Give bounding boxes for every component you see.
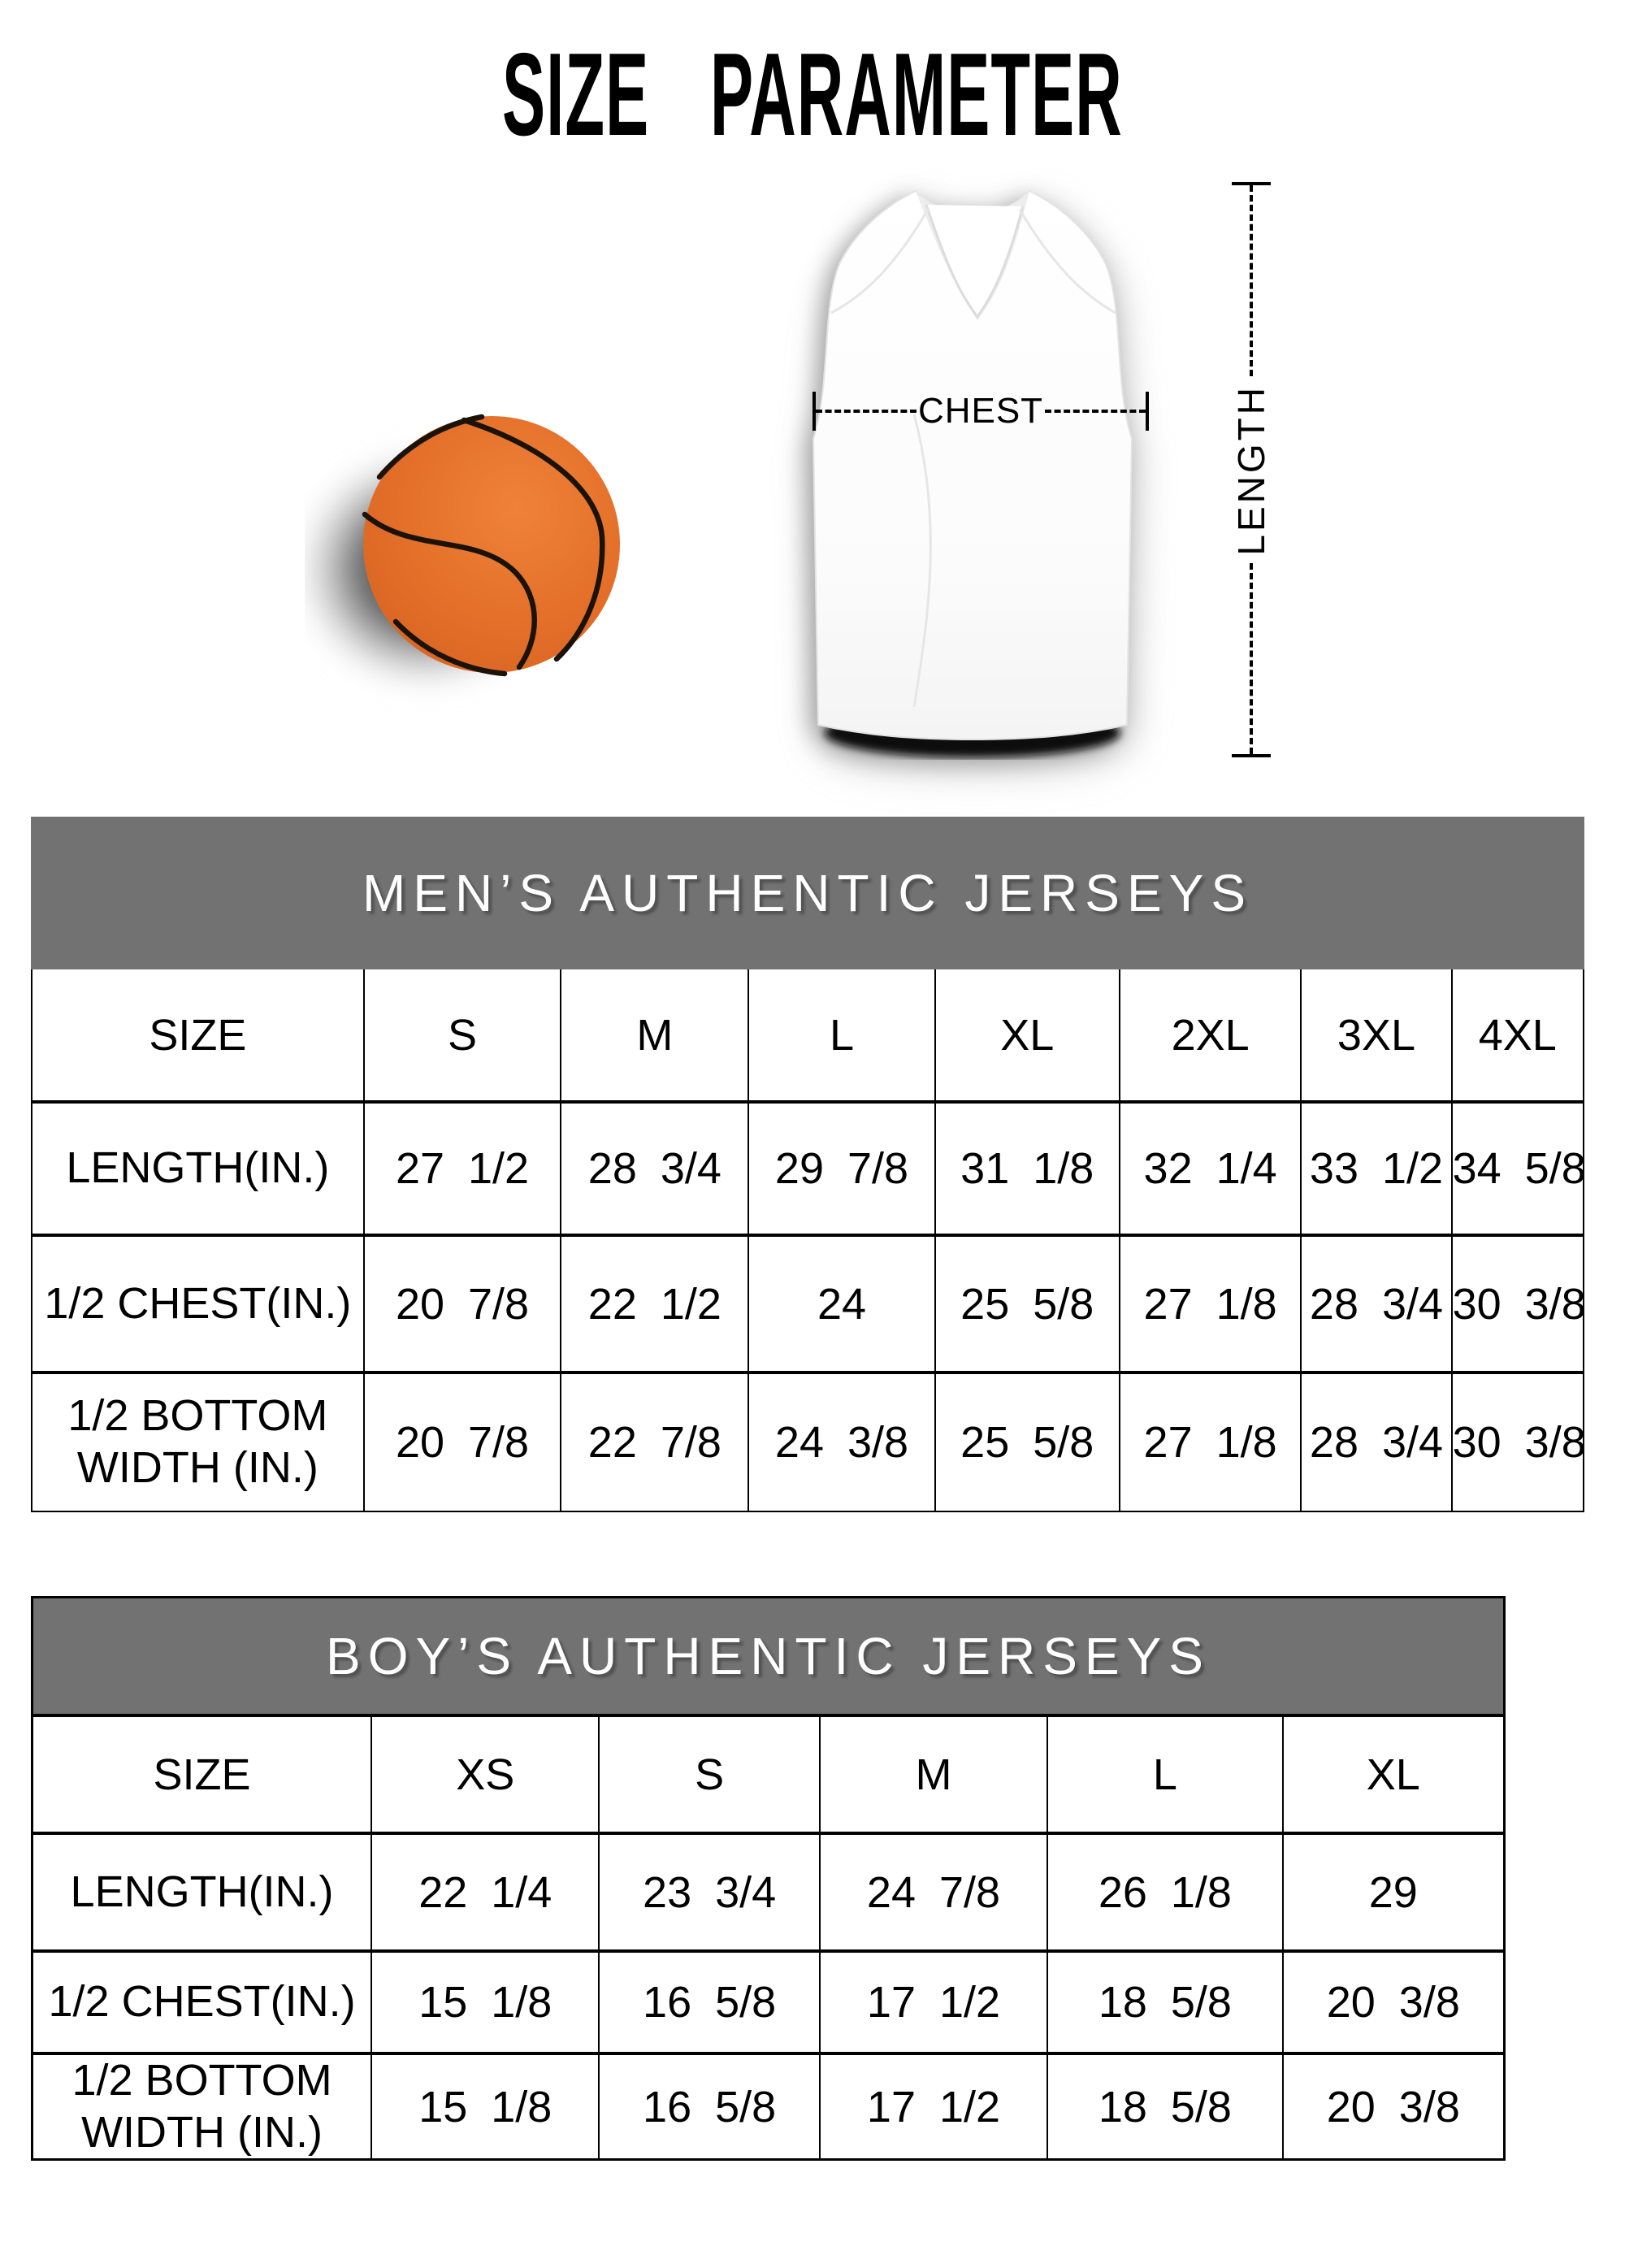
basketball-seams [362, 414, 605, 677]
mens-col-header: L [748, 969, 935, 1102]
boys-bottom-value: 18 5/8 [1046, 2051, 1283, 2159]
mens-bottom-value: 20 7/8 [362, 1371, 561, 1511]
jersey-illustration [812, 189, 1133, 757]
boys-row-label: LENGTH(IN.) [33, 1832, 372, 1951]
boys-bottom-width-row: 1/2 BOTTOM WIDTH (IN.) 15 1/8 16 5/8 17 … [33, 2051, 1503, 2159]
mens-chest-value: 24 [748, 1234, 935, 1373]
mens-chest-row: 1/2 CHEST(IN.) 20 7/8 22 1/2 24 25 5/8 2… [32, 1234, 1586, 1373]
boys-table-title: BOY’S AUTHENTIC JERSEYS [33, 1598, 1503, 1717]
mens-col-header: 4XL [1450, 969, 1584, 1102]
mens-length-row: LENGTH(IN.) 27 1/2 28 3/4 29 7/8 31 1/8 … [32, 1100, 1586, 1235]
boys-bottom-value: 16 5/8 [598, 2051, 820, 2159]
mens-length-value: 29 7/8 [748, 1100, 935, 1235]
boys-bottom-value: 17 1/2 [818, 2051, 1048, 2159]
chest-dash-left [816, 410, 916, 413]
mens-length-value: 33 1/2 [1300, 1100, 1452, 1235]
mens-row-label: 1/2 CHEST(IN.) [32, 1234, 364, 1373]
boys-chest-value: 20 3/8 [1281, 1949, 1503, 2053]
length-dash-bottom [1250, 563, 1253, 754]
length-label: LENGTH [1230, 384, 1272, 556]
mens-length-value: 32 1/4 [1118, 1100, 1302, 1235]
mens-length-value: 31 1/8 [934, 1100, 1120, 1235]
mens-col-header: S [362, 969, 561, 1102]
mens-col-header: M [560, 969, 749, 1102]
mens-bottom-value: 28 3/4 [1300, 1371, 1452, 1511]
basketball-body [363, 416, 620, 673]
length-bottom-tick [1232, 754, 1271, 757]
boys-chest-value: 18 5/8 [1046, 1949, 1283, 2053]
mens-col-header: XL [934, 969, 1120, 1102]
boys-table-grid: SIZE XS S M L XL LENGTH(IN.) 22 1/4 23 3… [33, 1717, 1503, 2159]
boys-chest-value: 17 1/2 [818, 1949, 1048, 2053]
boys-col-header: L [1046, 1717, 1283, 1833]
chest-dash-right [1045, 410, 1146, 413]
mens-col-header: 3XL [1300, 969, 1452, 1102]
mens-chest-value: 22 1/2 [560, 1234, 749, 1373]
mens-bottom-value: 22 7/8 [560, 1371, 749, 1511]
boys-header-row: SIZE XS S M L XL [33, 1717, 1503, 1833]
mens-chest-value: 27 1/8 [1118, 1234, 1302, 1373]
boys-length-value: 24 7/8 [818, 1832, 1048, 1951]
mens-length-value: 34 5/8 [1450, 1100, 1586, 1235]
boys-col-header: XL [1281, 1717, 1503, 1833]
boys-chest-row: 1/2 CHEST(IN.) 15 1/8 16 5/8 17 1/2 18 5… [33, 1949, 1503, 2053]
mens-col-header: 2XL [1118, 969, 1302, 1102]
mens-chest-value: 25 5/8 [934, 1234, 1120, 1373]
mens-bottom-width-row: 1/2 BOTTOM WIDTH (IN.) 20 7/8 22 7/8 24 … [32, 1371, 1586, 1511]
mens-col-header: SIZE [149, 1010, 247, 1060]
page-title-text: SIZE PARAMETER [502, 28, 1123, 161]
length-dash-top [1250, 185, 1253, 376]
mens-length-value: 27 1/2 [362, 1100, 561, 1235]
mens-row-label: LENGTH(IN.) [32, 1100, 364, 1235]
boys-length-row: LENGTH(IN.) 22 1/4 23 3/4 24 7/8 26 1/8 … [33, 1832, 1503, 1951]
boys-row-label: 1/2 BOTTOM WIDTH (IN.) [33, 2051, 372, 2159]
boys-col-header: S [598, 1717, 820, 1833]
boys-bottom-value: 20 3/8 [1281, 2051, 1503, 2159]
boys-col-header: XS [370, 1717, 600, 1833]
mens-chest-value: 28 3/4 [1300, 1234, 1452, 1373]
chest-left-tick [812, 392, 816, 431]
mens-bottom-value: 25 5/8 [934, 1371, 1120, 1511]
boys-length-value: 29 [1281, 1832, 1503, 1951]
boys-length-value: 26 1/8 [1046, 1832, 1283, 1951]
jersey-body [812, 189, 1133, 741]
boys-bottom-value: 15 1/8 [370, 2051, 600, 2159]
length-measure-line: LENGTH [1230, 182, 1272, 757]
chest-label: CHEST [917, 391, 1044, 431]
mens-table-title: MEN’S AUTHENTIC JERSEYS [31, 817, 1584, 969]
mens-bottom-value: 24 3/8 [748, 1371, 935, 1511]
length-top-tick [1232, 182, 1271, 185]
boys-length-value: 23 3/4 [598, 1832, 820, 1951]
chest-right-tick [1146, 392, 1149, 431]
boys-col-header: M [818, 1717, 1048, 1833]
mens-size-table: MEN’S AUTHENTIC JERSEYS SIZE S M L XL 2X… [31, 817, 1586, 1512]
boys-row-label: 1/2 CHEST(IN.) [33, 1949, 372, 2053]
jersey-seams [830, 207, 1116, 708]
boys-col-header: SIZE [153, 1750, 251, 1799]
mens-bottom-value: 30 3/8 [1450, 1371, 1586, 1511]
chest-measure-line: CHEST [812, 391, 1149, 431]
boys-chest-value: 15 1/8 [370, 1949, 600, 2053]
boys-length-value: 22 1/4 [370, 1832, 600, 1951]
jersey-vneck-rim [925, 204, 1025, 319]
basketball-icon [305, 414, 620, 699]
mens-bottom-value: 27 1/8 [1118, 1371, 1302, 1511]
boys-chest-value: 16 5/8 [598, 1949, 820, 2053]
mens-chest-value: 30 3/8 [1450, 1234, 1586, 1373]
mens-table-grid: SIZE S M L XL 2XL 3XL 4XL LENGTH(IN.) 27… [31, 969, 1586, 1512]
boys-size-table: BOY’S AUTHENTIC JERSEYS SIZE XS S M L XL… [31, 1596, 1506, 2162]
mens-chest-value: 20 7/8 [362, 1234, 561, 1373]
mens-header-row: SIZE S M L XL 2XL 3XL 4XL [32, 969, 1584, 1102]
mens-length-value: 28 3/4 [560, 1100, 749, 1235]
mens-row-label: 1/2 BOTTOM WIDTH (IN.) [32, 1371, 364, 1511]
page-title: SIZE PARAMETER [0, 28, 1625, 161]
